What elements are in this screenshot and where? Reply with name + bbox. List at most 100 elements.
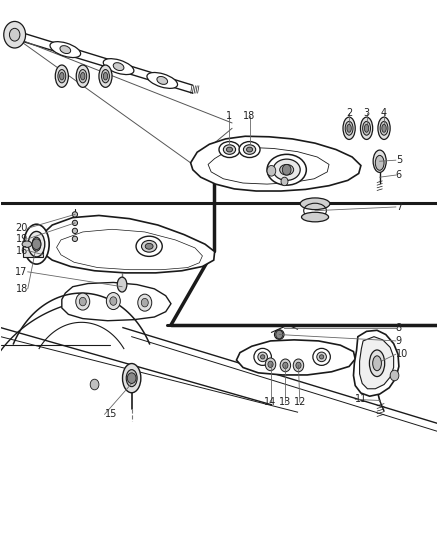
Ellipse shape [24, 224, 49, 264]
Circle shape [127, 373, 136, 383]
Polygon shape [36, 215, 215, 273]
Ellipse shape [382, 124, 386, 132]
Ellipse shape [136, 236, 162, 256]
Ellipse shape [72, 212, 78, 217]
Ellipse shape [275, 330, 284, 340]
Text: 19: 19 [15, 234, 28, 244]
Circle shape [10, 28, 20, 41]
Text: 2: 2 [346, 108, 352, 118]
Ellipse shape [319, 355, 324, 359]
Text: 16: 16 [15, 246, 28, 255]
Circle shape [293, 359, 304, 372]
Circle shape [283, 362, 288, 368]
Ellipse shape [261, 355, 265, 359]
Ellipse shape [378, 117, 390, 140]
Text: 5: 5 [396, 155, 402, 165]
Ellipse shape [369, 350, 385, 376]
Ellipse shape [123, 364, 141, 393]
Ellipse shape [58, 69, 66, 83]
Ellipse shape [375, 156, 384, 170]
Text: 10: 10 [396, 349, 408, 359]
Ellipse shape [81, 72, 85, 80]
Circle shape [76, 293, 90, 310]
Ellipse shape [317, 352, 326, 362]
Polygon shape [353, 330, 399, 396]
Ellipse shape [254, 349, 272, 366]
Circle shape [79, 297, 86, 306]
Circle shape [296, 362, 301, 368]
Ellipse shape [76, 65, 89, 87]
Text: 7: 7 [396, 202, 402, 212]
Polygon shape [237, 340, 355, 375]
Ellipse shape [380, 122, 388, 135]
Text: 13: 13 [279, 397, 292, 407]
Text: 4: 4 [381, 108, 387, 118]
Ellipse shape [50, 42, 81, 58]
Text: 8: 8 [396, 322, 402, 333]
Ellipse shape [141, 240, 157, 252]
Ellipse shape [273, 159, 300, 180]
Ellipse shape [32, 237, 41, 251]
Ellipse shape [103, 59, 134, 75]
Ellipse shape [102, 69, 110, 83]
Circle shape [138, 294, 152, 311]
Ellipse shape [22, 241, 32, 247]
Ellipse shape [300, 198, 330, 209]
Ellipse shape [347, 124, 351, 132]
Ellipse shape [343, 117, 355, 140]
Ellipse shape [60, 46, 71, 53]
Ellipse shape [360, 117, 373, 140]
Circle shape [106, 293, 120, 310]
Polygon shape [360, 337, 394, 389]
Text: 12: 12 [293, 397, 306, 407]
Ellipse shape [373, 150, 386, 172]
Ellipse shape [145, 244, 153, 249]
Ellipse shape [247, 147, 253, 152]
Ellipse shape [364, 124, 369, 132]
Circle shape [268, 361, 273, 368]
Text: 6: 6 [396, 170, 402, 180]
Ellipse shape [363, 122, 371, 135]
Text: 17: 17 [15, 267, 28, 277]
Circle shape [90, 379, 99, 390]
Ellipse shape [244, 145, 256, 155]
Ellipse shape [72, 236, 78, 241]
Ellipse shape [126, 369, 137, 386]
Ellipse shape [223, 145, 236, 155]
Text: 18: 18 [244, 111, 256, 121]
Circle shape [4, 21, 25, 48]
Circle shape [265, 358, 276, 370]
Circle shape [32, 239, 41, 249]
Ellipse shape [280, 165, 293, 175]
Ellipse shape [267, 155, 306, 185]
Text: 14: 14 [265, 397, 277, 407]
Ellipse shape [373, 356, 381, 370]
Text: 9: 9 [396, 336, 402, 346]
Ellipse shape [226, 147, 233, 152]
Text: 1: 1 [226, 111, 233, 121]
Bar [22, 242, 43, 257]
Ellipse shape [147, 72, 177, 88]
Ellipse shape [345, 122, 353, 135]
Circle shape [280, 359, 290, 372]
Circle shape [141, 298, 148, 307]
Ellipse shape [157, 76, 168, 84]
Polygon shape [62, 282, 171, 321]
Ellipse shape [55, 65, 68, 87]
Ellipse shape [79, 69, 87, 83]
Circle shape [390, 370, 399, 381]
Ellipse shape [28, 231, 45, 257]
Text: 3: 3 [364, 108, 370, 118]
Polygon shape [191, 136, 361, 191]
Ellipse shape [239, 142, 260, 158]
Ellipse shape [113, 63, 124, 70]
Circle shape [283, 165, 291, 175]
Ellipse shape [258, 352, 268, 362]
Circle shape [110, 297, 117, 305]
Ellipse shape [72, 220, 78, 225]
Text: 11: 11 [355, 394, 367, 405]
Circle shape [267, 165, 276, 176]
Ellipse shape [103, 72, 108, 80]
Circle shape [281, 177, 288, 185]
Text: 15: 15 [105, 409, 117, 419]
